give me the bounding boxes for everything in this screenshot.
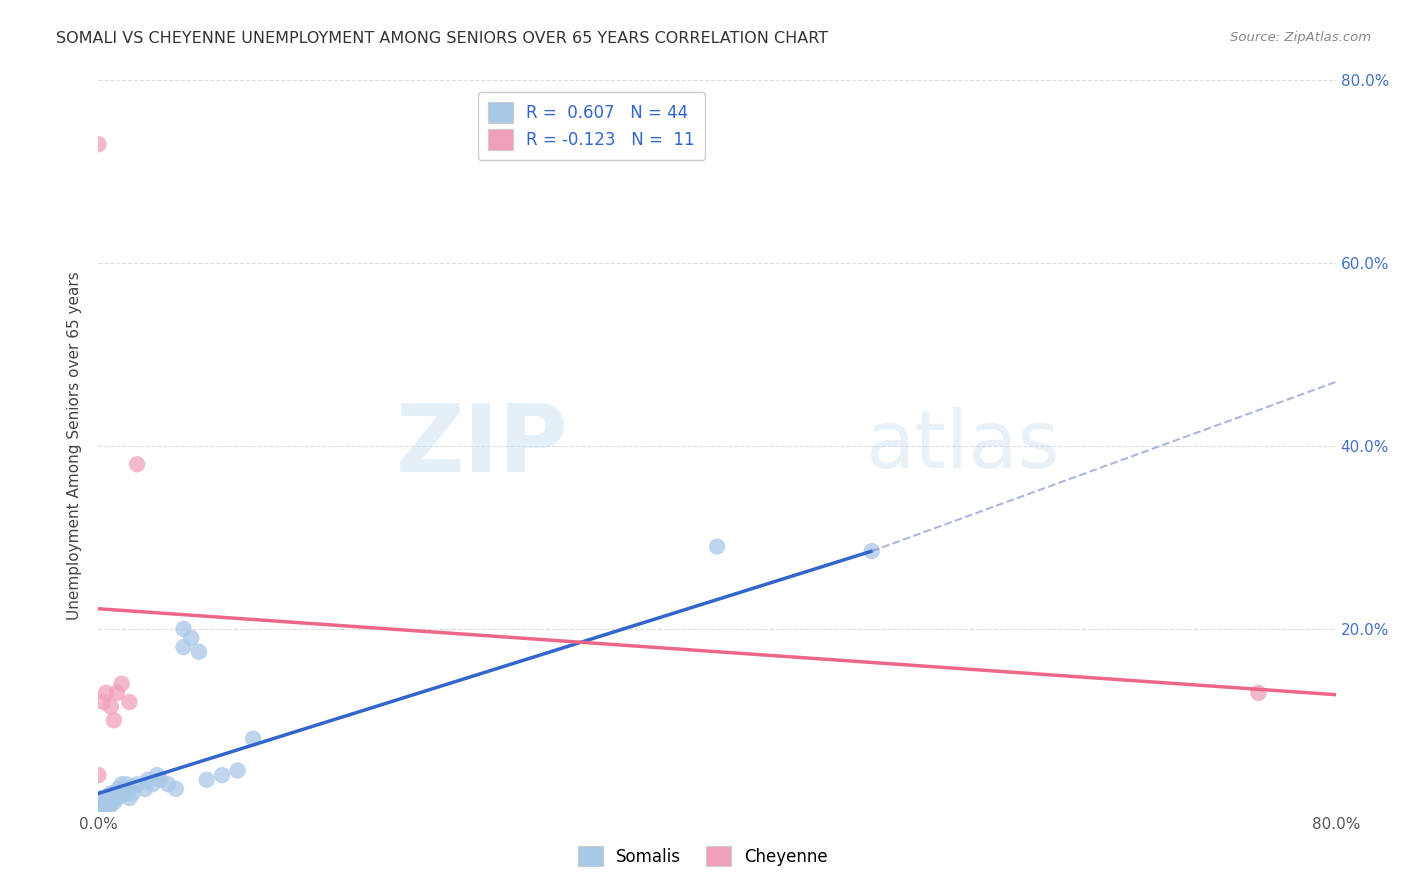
Point [157, 777, 180, 791]
Point [180, 631, 202, 645]
Legend: R =  0.607   N = 44, R = -0.123   N =  11: R = 0.607 N = 44, R = -0.123 N = 11 [478, 92, 704, 160]
Text: Source: ZipAtlas.com: Source: ZipAtlas.com [1230, 31, 1371, 45]
Point [87, 796, 110, 810]
Point [98, 800, 121, 814]
Point [97, 796, 120, 810]
Y-axis label: Unemployment Among Seniors over 65 years: Unemployment Among Seniors over 65 years [67, 272, 83, 620]
Point [87, 791, 110, 805]
Point [706, 540, 728, 554]
Point [165, 781, 187, 796]
Point [87, 137, 110, 152]
Point [195, 772, 218, 787]
Point [96, 791, 118, 805]
Point [96, 686, 118, 700]
Point [90, 797, 112, 812]
Point [91, 794, 114, 808]
Point [118, 791, 141, 805]
Point [93, 797, 115, 812]
Point [103, 796, 125, 810]
Point [87, 805, 110, 819]
Point [141, 777, 165, 791]
Point [89, 796, 111, 810]
Point [127, 777, 149, 791]
Point [211, 768, 233, 782]
Point [188, 645, 211, 659]
Point [100, 699, 122, 714]
Point [149, 772, 172, 787]
Point [103, 714, 125, 728]
Point [118, 781, 141, 796]
Point [89, 800, 111, 814]
Point [172, 622, 194, 636]
Legend: Somalis, Cheyenne: Somalis, Cheyenne [571, 839, 835, 873]
Point [105, 791, 128, 805]
Point [1247, 686, 1270, 700]
Point [172, 640, 194, 655]
Point [121, 787, 143, 801]
Point [103, 787, 125, 801]
Point [242, 731, 264, 746]
Point [115, 777, 138, 791]
Point [107, 781, 129, 796]
Point [226, 764, 249, 778]
Point [146, 768, 169, 782]
Point [87, 768, 110, 782]
Point [134, 781, 156, 796]
Point [136, 772, 159, 787]
Point [111, 789, 132, 803]
Point [111, 676, 132, 690]
Point [105, 686, 128, 700]
Point [100, 794, 122, 808]
Point [111, 777, 132, 791]
Point [114, 787, 136, 801]
Text: SOMALI VS CHEYENNE UNEMPLOYMENT AMONG SENIORS OVER 65 YEARS CORRELATION CHART: SOMALI VS CHEYENNE UNEMPLOYMENT AMONG SE… [56, 31, 828, 46]
Point [860, 544, 883, 558]
Text: atlas: atlas [866, 407, 1060, 485]
Point [91, 695, 114, 709]
Point [87, 800, 110, 814]
Point [127, 457, 149, 471]
Point [96, 800, 118, 814]
Point [118, 695, 141, 709]
Point [100, 787, 122, 801]
Text: ZIP: ZIP [395, 400, 568, 492]
